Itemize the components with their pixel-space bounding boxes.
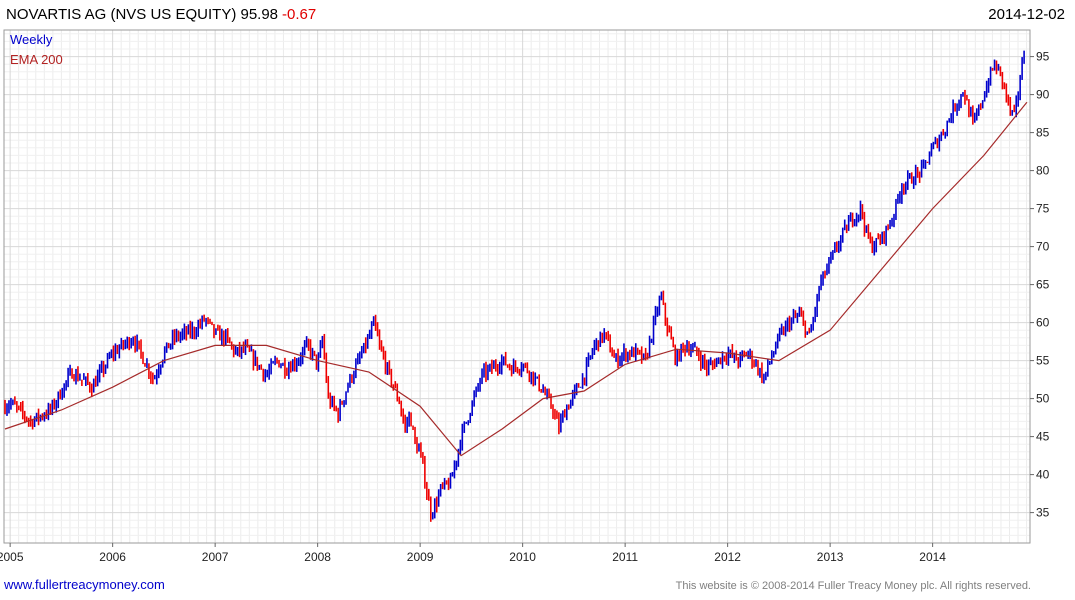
x-tick-label: 2007 (202, 550, 229, 564)
x-tick-label: 2008 (304, 550, 331, 564)
y-tick-label: 95 (1036, 50, 1050, 64)
x-tick-label: 2011 (612, 550, 638, 564)
x-tick-label: 2014 (919, 550, 946, 564)
y-tick-label: 75 (1036, 202, 1050, 216)
ema-line (4, 101, 1028, 457)
y-tick-label: 60 (1036, 316, 1050, 330)
x-tick-label: 2012 (714, 550, 741, 564)
chart-date: 2014-12-02 (988, 6, 1065, 23)
y-tick-label: 65 (1036, 278, 1050, 292)
chart-title: NOVARTIS AG (NVS US EQUITY) 95.98 -0.67 (6, 6, 316, 23)
security-title: NOVARTIS AG (NVS US EQUITY) 95.98 (6, 6, 279, 23)
y-tick-label: 85 (1036, 126, 1050, 140)
y-tick-label: 45 (1036, 430, 1050, 444)
y-tick-label: 50 (1036, 392, 1050, 406)
y-tick-label: 70 (1036, 240, 1050, 254)
x-tick-label: 2009 (407, 550, 434, 564)
x-tick-label: 2005 (0, 550, 24, 564)
y-tick-label: 35 (1036, 506, 1050, 520)
y-tick-label: 90 (1036, 88, 1050, 102)
y-tick-label: 55 (1036, 354, 1050, 368)
plot-frame (3, 29, 1031, 544)
y-tick-label: 80 (1036, 164, 1050, 178)
legend-weekly: Weekly (10, 32, 53, 47)
x-tick-label: 2006 (99, 550, 126, 564)
y-tick-label: 40 (1036, 468, 1050, 482)
site-link[interactable]: www.fullertreacymoney.com (4, 577, 165, 592)
x-tick-label: 2010 (509, 550, 536, 564)
price-change: -0.67 (282, 6, 317, 23)
x-tick-label: 2013 (817, 550, 844, 564)
legend-ema: EMA 200 (10, 52, 63, 67)
copyright-notice: This website is © 2008-2014 Fuller Treac… (675, 580, 1031, 592)
